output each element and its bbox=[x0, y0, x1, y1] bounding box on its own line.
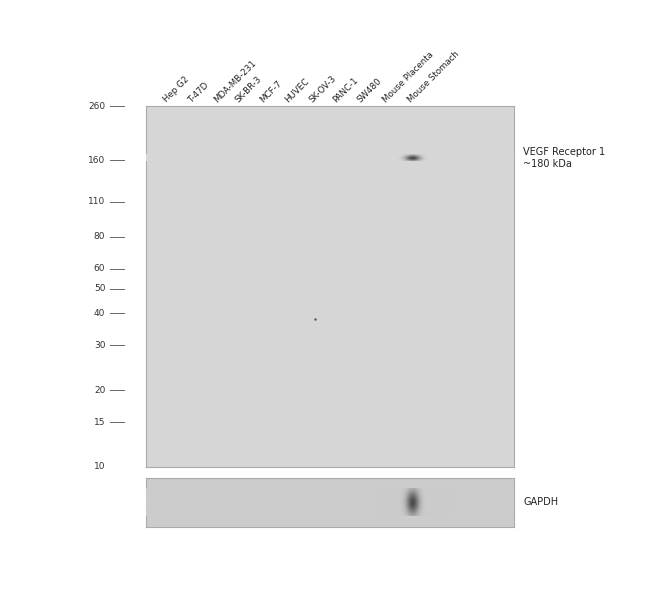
Text: 15: 15 bbox=[94, 417, 105, 427]
Text: 40: 40 bbox=[94, 309, 105, 318]
Text: Mouse Placenta: Mouse Placenta bbox=[382, 50, 436, 105]
Text: Hep G2: Hep G2 bbox=[161, 75, 190, 105]
Text: PANC-1: PANC-1 bbox=[332, 76, 360, 105]
Text: 60: 60 bbox=[94, 264, 105, 273]
Text: 80: 80 bbox=[94, 232, 105, 241]
Text: GAPDH: GAPDH bbox=[523, 498, 558, 507]
Text: T-47D: T-47D bbox=[187, 80, 211, 105]
Text: 10: 10 bbox=[94, 462, 105, 472]
Text: 260: 260 bbox=[88, 102, 105, 111]
Text: 160: 160 bbox=[88, 155, 105, 165]
Text: SW480: SW480 bbox=[356, 76, 383, 105]
Text: Mouse Stomach: Mouse Stomach bbox=[406, 49, 462, 105]
Text: MCF-7: MCF-7 bbox=[258, 79, 283, 105]
Text: 50: 50 bbox=[94, 284, 105, 293]
Text: HUVEC: HUVEC bbox=[283, 77, 311, 105]
Text: 30: 30 bbox=[94, 341, 105, 350]
Text: VEGF Receptor 1
~180 kDa: VEGF Receptor 1 ~180 kDa bbox=[523, 147, 605, 169]
Text: 110: 110 bbox=[88, 197, 105, 206]
Text: MDA-MB-231: MDA-MB-231 bbox=[213, 59, 259, 105]
Text: SK-OV-3: SK-OV-3 bbox=[307, 74, 337, 105]
Text: 20: 20 bbox=[94, 386, 105, 395]
Text: SK-BR-3: SK-BR-3 bbox=[233, 74, 263, 105]
